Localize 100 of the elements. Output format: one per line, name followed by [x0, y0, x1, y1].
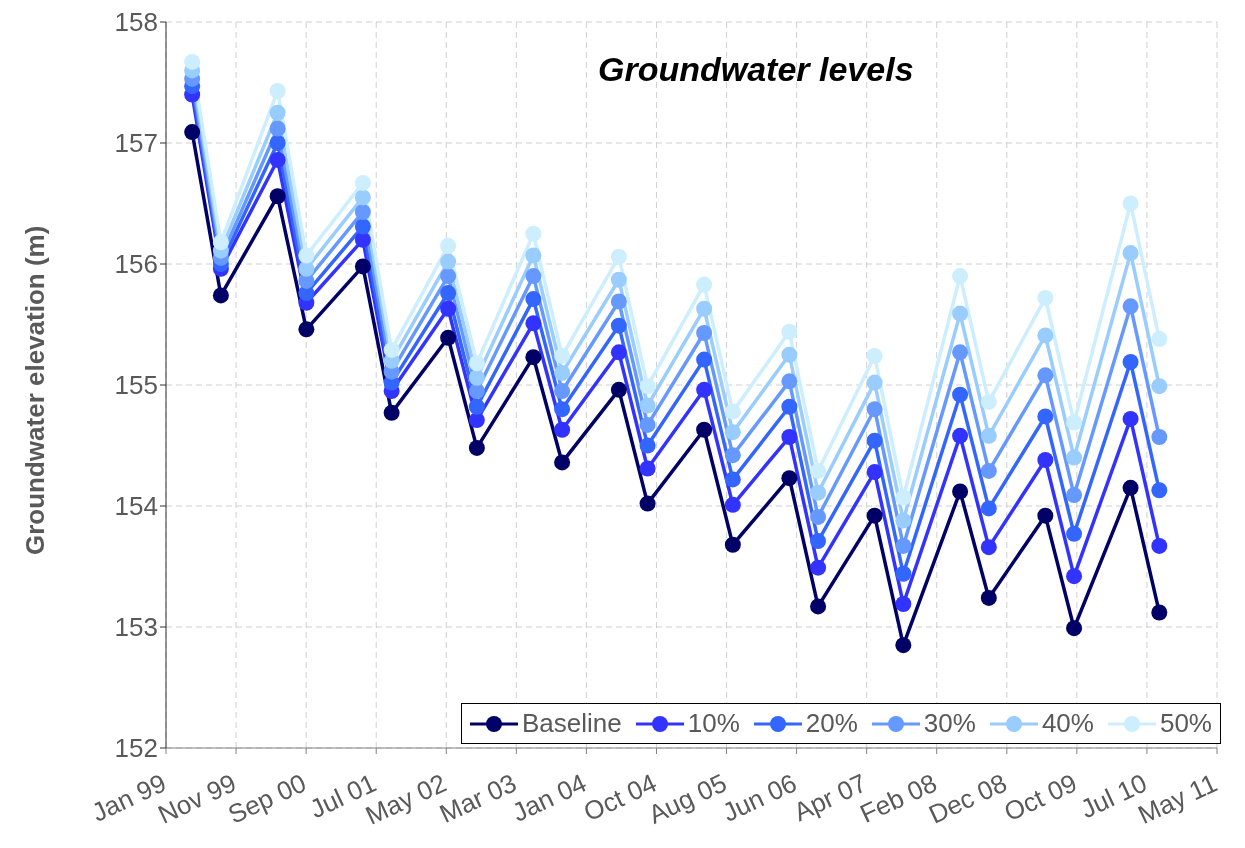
legend-label: 10%	[686, 708, 740, 739]
y-axis-title: Groundwater elevation (m)	[20, 225, 51, 555]
point	[1151, 331, 1168, 348]
point	[354, 174, 371, 191]
point	[1037, 327, 1054, 344]
point	[554, 383, 571, 400]
point	[525, 247, 542, 264]
point	[1066, 620, 1083, 637]
point	[810, 598, 827, 615]
point	[1151, 537, 1168, 554]
point	[525, 291, 542, 308]
point	[895, 537, 912, 554]
point	[952, 268, 969, 285]
legend-label: 50%	[1158, 708, 1212, 739]
point	[1151, 429, 1168, 446]
point	[810, 533, 827, 550]
point	[440, 329, 457, 346]
point	[554, 364, 571, 381]
point	[212, 287, 229, 304]
point	[1066, 525, 1083, 542]
point	[696, 381, 713, 398]
point	[525, 349, 542, 366]
point	[639, 495, 656, 512]
point	[1066, 414, 1083, 431]
point	[269, 82, 286, 99]
point	[468, 439, 485, 456]
point	[724, 496, 741, 513]
y-tick-label: 157	[114, 128, 158, 159]
point	[1037, 408, 1054, 425]
point	[866, 374, 883, 391]
point	[554, 454, 571, 471]
point	[781, 323, 798, 340]
legend-label: 30%	[922, 708, 976, 739]
point	[383, 341, 400, 358]
point	[1122, 479, 1139, 496]
point	[468, 369, 485, 386]
point	[810, 508, 827, 525]
point	[866, 432, 883, 449]
point	[952, 305, 969, 322]
point	[1122, 410, 1139, 427]
point	[866, 464, 883, 481]
text: Groundwater levels	[598, 50, 914, 89]
point	[554, 401, 571, 418]
point	[610, 317, 627, 334]
point	[354, 203, 371, 220]
point	[354, 218, 371, 235]
point	[866, 507, 883, 524]
point	[952, 344, 969, 361]
point	[610, 248, 627, 265]
point	[440, 253, 457, 270]
point	[639, 416, 656, 433]
point	[696, 324, 713, 341]
point	[354, 189, 371, 206]
point	[724, 403, 741, 420]
point	[525, 315, 542, 332]
point	[980, 500, 997, 517]
point	[610, 381, 627, 398]
point	[184, 124, 201, 141]
point	[440, 268, 457, 285]
point	[468, 412, 485, 429]
point	[1151, 604, 1168, 621]
point	[1122, 245, 1139, 262]
point	[610, 293, 627, 310]
point	[269, 104, 286, 121]
point	[810, 462, 827, 479]
point	[1122, 298, 1139, 315]
point	[895, 596, 912, 613]
point	[980, 393, 997, 410]
point	[383, 404, 400, 421]
point	[468, 383, 485, 400]
point	[866, 401, 883, 418]
point	[1037, 289, 1054, 306]
point	[952, 483, 969, 500]
point	[810, 484, 827, 501]
point	[1066, 568, 1083, 585]
point	[781, 398, 798, 415]
y-tick-label: 154	[114, 491, 158, 522]
y-tick-label: 156	[114, 249, 158, 280]
point	[724, 471, 741, 488]
point	[980, 462, 997, 479]
point	[468, 355, 485, 372]
point	[781, 346, 798, 363]
legend-label: 20%	[804, 708, 858, 739]
y-tick-label: 155	[114, 370, 158, 401]
point	[610, 344, 627, 361]
point	[354, 231, 371, 248]
point	[866, 347, 883, 364]
point	[895, 565, 912, 582]
point	[554, 421, 571, 438]
point	[1151, 482, 1168, 499]
point	[810, 559, 827, 576]
y-tick-label: 158	[114, 7, 158, 38]
point	[212, 234, 229, 251]
point	[525, 225, 542, 242]
point	[980, 427, 997, 444]
point	[440, 300, 457, 317]
point	[525, 268, 542, 285]
point	[724, 447, 741, 464]
point	[554, 347, 571, 364]
point	[781, 373, 798, 390]
